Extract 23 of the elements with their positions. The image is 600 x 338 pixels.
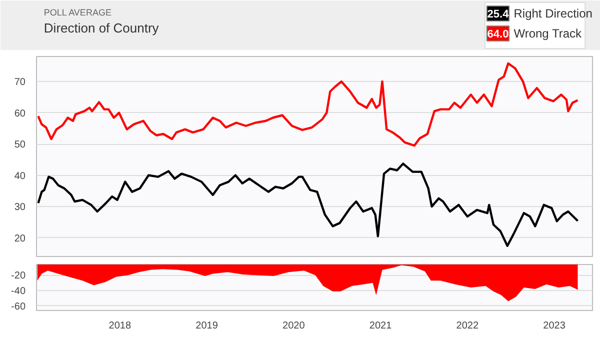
x-tick-label: 2020 — [282, 320, 306, 332]
x-tick-label: 2022 — [456, 320, 479, 332]
y-tick-label: 30 — [14, 202, 26, 213]
chart-title: Direction of Country — [44, 20, 160, 36]
y-tick-label: -40 — [11, 286, 26, 298]
y-tick-label: 20 — [14, 233, 26, 244]
x-tick-label: 2021 — [369, 320, 392, 332]
y-tick-label: -20 — [11, 270, 26, 282]
line-series — [37, 162, 579, 247]
y-tick-label: 50 — [14, 140, 26, 150]
x-tick-label: 2023 — [543, 320, 566, 332]
x-tick-label: 2019 — [196, 320, 218, 332]
line-series — [37, 62, 579, 147]
y-tick-label: -60 — [11, 301, 26, 312]
legend-label: Wrong Track — [514, 26, 583, 40]
text: 25.4 — [487, 8, 510, 20]
y-tick-label: 70 — [14, 77, 26, 88]
chart-subtitle: POLL AVERAGE — [44, 8, 112, 18]
text: 64.0 — [487, 28, 509, 40]
legend-label: Right Direction — [514, 6, 592, 20]
y-tick-label: 40 — [14, 170, 26, 182]
x-tick-label: 2018 — [108, 320, 132, 332]
y-tick-label: 60 — [14, 108, 26, 120]
